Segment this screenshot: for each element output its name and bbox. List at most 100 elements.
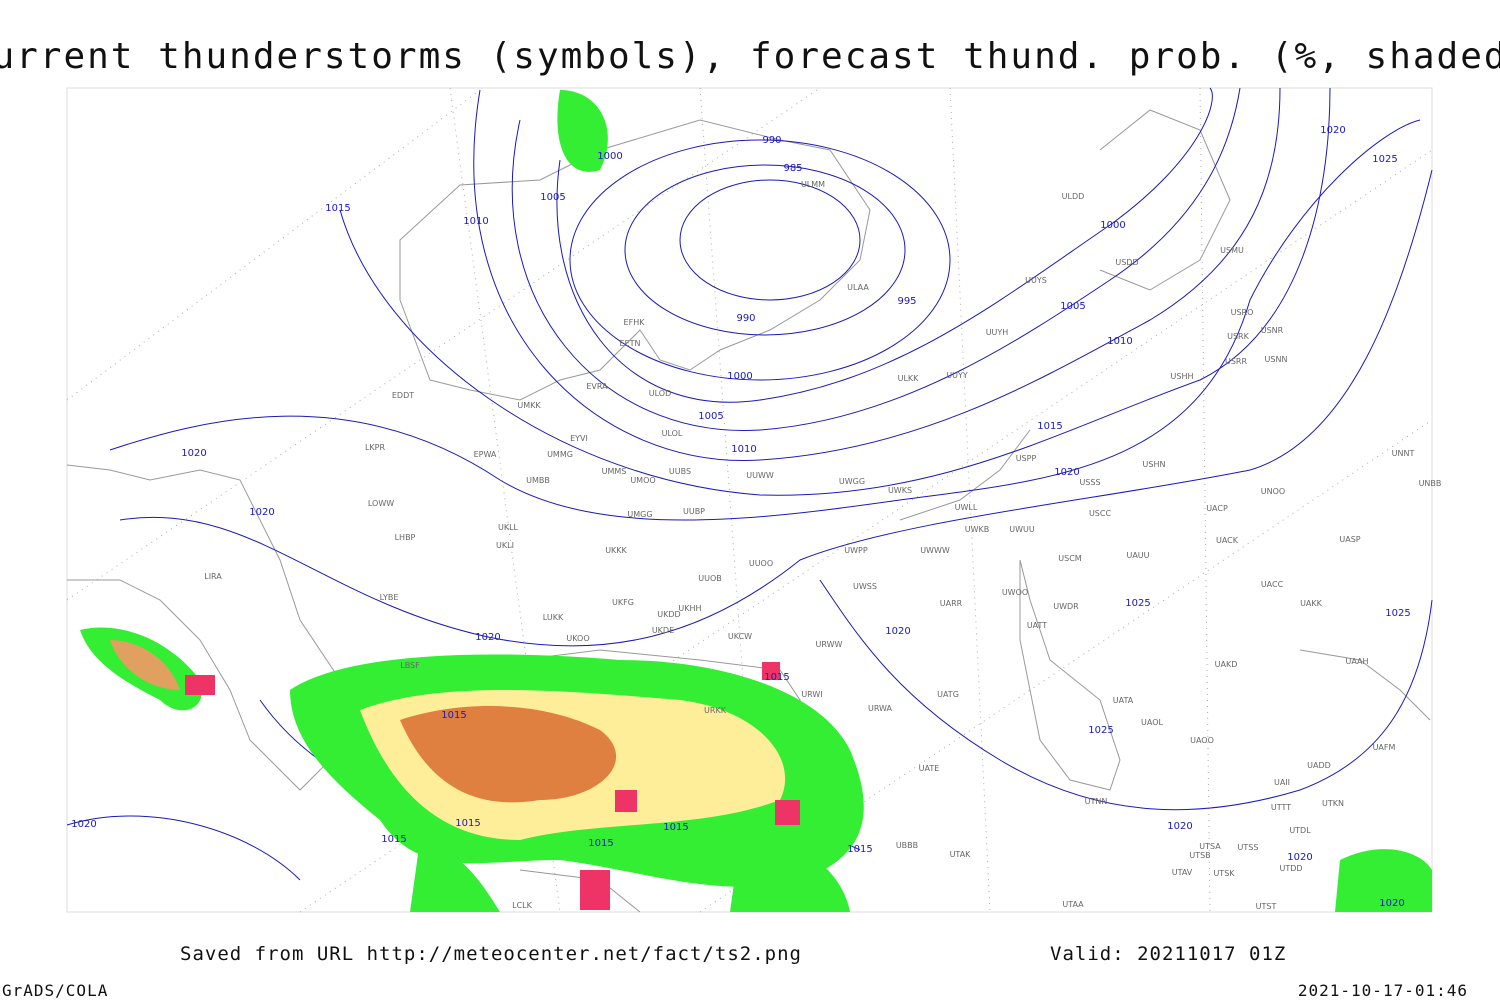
isobar-label: 1025 [1372,154,1397,165]
isobar-label: 1010 [1107,336,1132,347]
isobar-label: 1015 [1037,421,1062,432]
station-label: USPP [1016,454,1037,463]
station-label: USSS [1079,478,1100,487]
isobar-label: 1020 [249,507,274,518]
isobar-label: 1015 [663,822,688,833]
station-label: UUWW [746,471,774,480]
station-label: LCLK [512,901,533,910]
source-url: Saved from URL http://meteocenter.net/fa… [180,943,802,965]
map: 1000 1005 1015 1010 990 985 995 990 1000 1005 1000… [66,87,1441,913]
station-label: LKPR [365,443,386,452]
isobar-label: 1015 [764,672,789,683]
station-label: UKOO [566,634,589,643]
timestamp: 2021-10-17-01:46 [1298,981,1468,1000]
title: Current thunderstorms (symbols), forecas… [0,36,1500,77]
station-label: USMU [1220,246,1244,255]
station-label: UMMG [547,450,573,459]
station-label: UUOO [749,559,773,568]
station-label: UAKD [1215,660,1238,669]
station-label: UKKK [605,546,627,555]
station-label: UATG [937,690,959,699]
station-label: UAOL [1141,718,1163,727]
storm-symbols [185,662,800,910]
station-label: UAAH [1345,657,1368,666]
station-label: UKCW [728,632,752,641]
station-label: UTDD [1279,864,1302,873]
isobar-label: 1020 [475,632,500,643]
valid-time: Valid: 20211017 01Z [1050,943,1286,965]
station-label: URWI [801,690,822,699]
station-label: ULKK [898,374,920,383]
graticule [66,87,1433,913]
station-label: LIRA [204,572,222,581]
station-label: UKDE [652,626,674,635]
station-label: UUOB [698,574,722,583]
isobar-label: 1015 [381,834,406,845]
station-label: UATA [1113,696,1134,705]
isobar-label: 990 [762,135,781,146]
station-label: UKLL [498,523,519,532]
station-label: UTKN [1322,799,1344,808]
station-label: LBSF [400,661,420,670]
station-label: ULOL [662,429,683,438]
isobar-label: 1020 [71,819,96,830]
isobar-label: 1015 [588,838,613,849]
station-label: UAOO [1190,736,1214,745]
station-label: URKK [704,706,727,715]
station-label: UNOO [1261,487,1285,496]
station-label: ULOD [649,389,671,398]
station-label: UMOO [630,476,655,485]
isobar-labels: 1000 1005 1015 1010 990 985 995 990 1000 1005 1000… [71,125,1410,909]
station-label: UTAA [1062,900,1084,909]
station-label: USHH [1171,372,1194,381]
isobar-label: 1005 [1060,301,1085,312]
isobar-label: 995 [897,296,916,307]
software: GrADS/COLA [2,981,108,1000]
station-label: UMMS [602,467,627,476]
isobar-label: 1020 [1054,467,1079,478]
station-label: URWA [868,704,893,713]
isobar-label: 1020 [1320,125,1345,136]
station-label: USRR [1225,357,1247,366]
thunder-probability-shading [80,90,1432,912]
isobar-label: 1000 [597,151,622,162]
isobar-label: 1020 [1287,852,1312,863]
station-label: LUKK [543,613,564,622]
station-label: UBBB [896,841,918,850]
isobar-label: 1000 [727,371,752,382]
station-label: UAFM [1373,743,1396,752]
station-label: UAKK [1300,599,1323,608]
station-label: UMKK [517,401,541,410]
station-label: EETN [620,339,641,348]
station-label: UTSS [1238,843,1259,852]
isobar-label: 1005 [540,192,565,203]
station-label: USRK [1227,332,1249,341]
isobar-label: 1015 [455,818,480,829]
station-label: UUYY [946,371,968,380]
station-label: UAUU [1126,551,1149,560]
station-label: UACP [1206,504,1228,513]
station-label: UWUU [1009,525,1035,534]
station-label: UWWW [920,546,950,555]
station-labels: ULDD USDD USMU UUYS ULAA ULMM UUYH USRO USRK USNR… [204,180,1441,911]
station-label: UKDD [657,610,680,619]
station-label: UTSA [1199,842,1221,851]
isobar-label: 1010 [731,444,756,455]
station-label: UWGG [839,477,865,486]
station-label: ULAA [847,283,869,292]
station-label: ULDD [1062,192,1085,201]
station-label: USCC [1089,509,1112,518]
station-label: UWSS [853,582,877,591]
station-label: UNBB [1419,479,1442,488]
station-label: LHBP [395,533,416,542]
isobar-label: 1025 [1385,608,1410,619]
station-label: EYVI [570,434,588,443]
station-label: UKFG [612,598,634,607]
station-label: ULMM [801,180,825,189]
station-label: UACC [1261,580,1284,589]
station-label: LOWW [368,499,394,508]
station-label: URWW [816,640,843,649]
station-label: UUYS [1025,276,1047,285]
